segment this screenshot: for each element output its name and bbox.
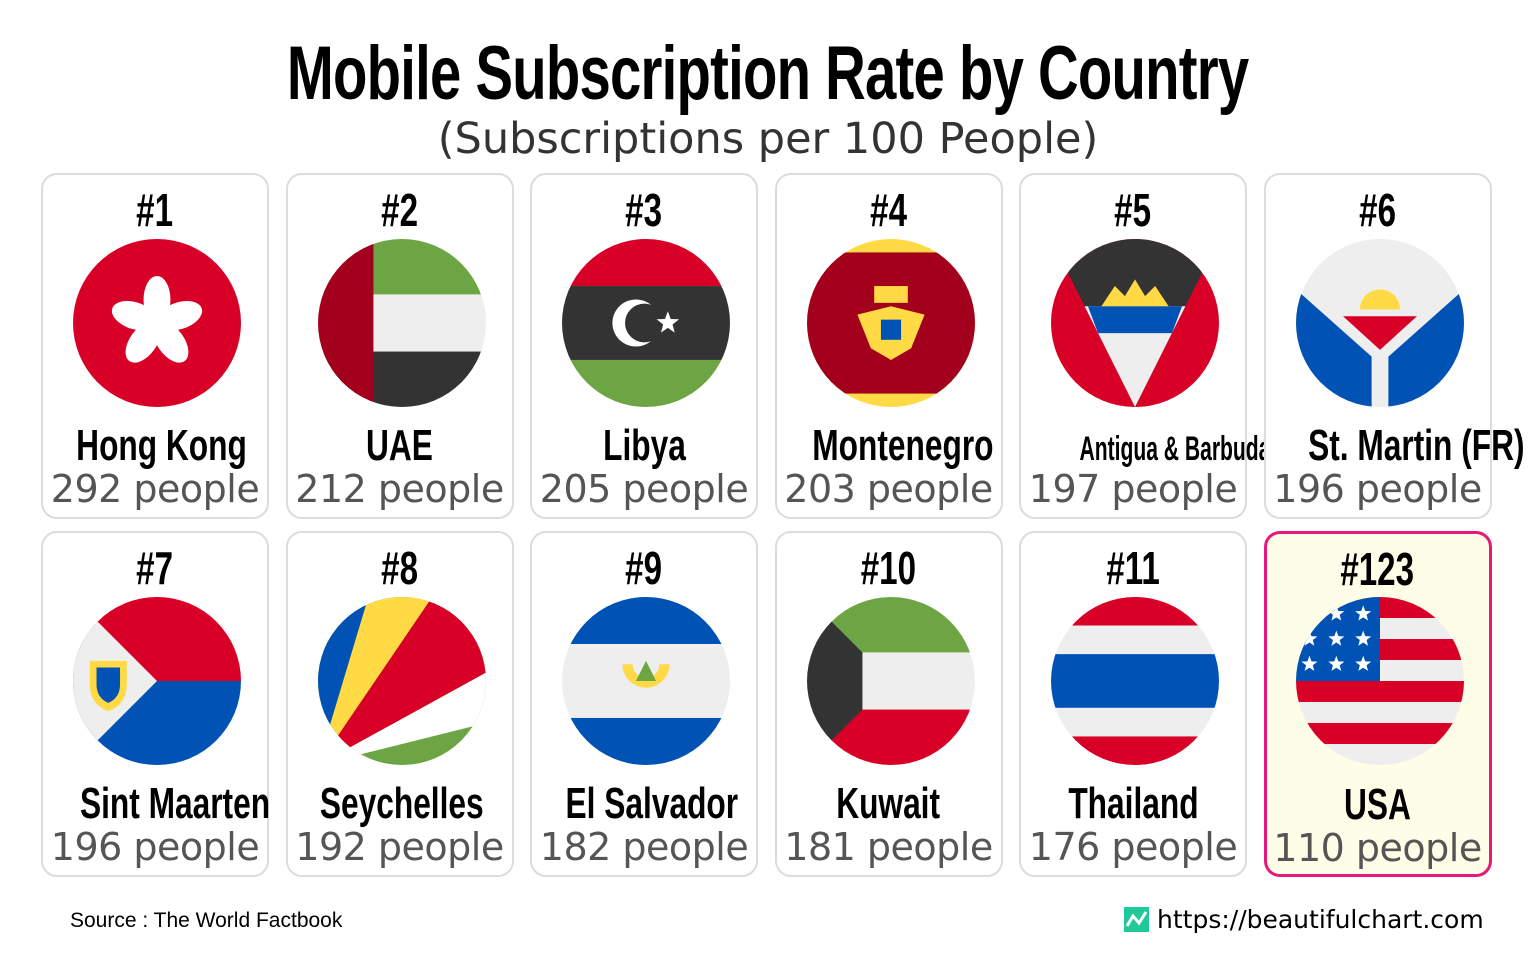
value-label: 182 people xyxy=(539,825,749,869)
value-label: 203 people xyxy=(784,467,993,511)
country-card: #10 Kuwait 181 people xyxy=(774,531,1003,877)
country-name: USA xyxy=(1344,780,1411,829)
rank-label: #8 xyxy=(381,542,418,594)
country-name: St. Martin (FR) xyxy=(1307,421,1525,470)
country-name: Seychelles xyxy=(319,779,484,828)
rank-label: #11 xyxy=(1106,542,1160,594)
uae-flag-icon xyxy=(317,239,486,407)
sint-maarten-flag-icon xyxy=(73,597,241,765)
country-name: Libya xyxy=(602,421,686,470)
rank-label: #123 xyxy=(1340,543,1415,595)
country-card: #7 Sint Maarten 196 people xyxy=(41,531,271,877)
kuwait-flag-icon xyxy=(806,597,975,765)
country-card: #2 UAE 212 people xyxy=(285,173,514,519)
rank-label: #1 xyxy=(136,184,174,236)
page-subtitle: (Subscriptions per 100 People) xyxy=(437,114,1099,164)
el-salvador-flag-icon xyxy=(562,597,730,765)
hong-kong-flag-icon xyxy=(73,239,241,407)
source-note: Source : The World Factbook xyxy=(70,909,343,932)
country-card: #11 Thailand 176 people xyxy=(1019,531,1247,877)
thailand-flag-icon xyxy=(1051,597,1219,765)
rank-label: #3 xyxy=(625,184,663,236)
country-card: #3 Libya 205 people xyxy=(530,173,758,519)
value-label: 212 people xyxy=(295,467,504,511)
country-card: #9 El Salvador 182 people xyxy=(530,531,758,877)
rank-label: #6 xyxy=(1359,184,1396,236)
country-name: UAE xyxy=(366,421,433,470)
rank-label: #7 xyxy=(136,542,174,594)
page-title: Mobile Subscription Rate by Country xyxy=(287,31,1249,116)
usa-flag-icon xyxy=(1295,597,1464,765)
country-name: El Salvador xyxy=(565,779,739,828)
rank-label: #4 xyxy=(870,184,907,236)
country-card: #5 Antigua & Barbuda 197 people xyxy=(1019,173,1271,519)
seychelles-flag-icon xyxy=(317,597,486,765)
country-name: Sint Maarten xyxy=(79,779,271,828)
rank-label: #9 xyxy=(625,542,663,594)
value-label: 292 people xyxy=(50,467,260,511)
value-label: 181 people xyxy=(784,825,993,869)
montenegro-flag-icon xyxy=(806,239,975,407)
libya-flag-icon xyxy=(562,239,730,407)
country-name: Kuwait xyxy=(836,779,941,828)
value-label: 176 people xyxy=(1028,825,1238,869)
st-martin-flag-icon xyxy=(1295,239,1464,407)
line-chart-icon xyxy=(1124,907,1149,932)
country-card: #123 USA 110 people xyxy=(1263,531,1492,877)
country-name: Hong Kong xyxy=(76,421,247,470)
country-card: #8 Seychelles 192 people xyxy=(285,531,514,877)
value-label: 205 people xyxy=(539,467,749,511)
rank-label: #10 xyxy=(860,542,917,594)
value-label: 196 people xyxy=(1273,467,1482,511)
country-card: #4 Montenegro 203 people xyxy=(774,173,1003,519)
value-label: 110 people xyxy=(1273,826,1482,870)
site-link[interactable]: https://beautifulchart.com xyxy=(1124,905,1484,934)
antigua-flag-icon xyxy=(1051,239,1219,407)
rank-label: #5 xyxy=(1114,184,1152,236)
value-label: 196 people xyxy=(50,825,260,869)
country-name: Thailand xyxy=(1067,779,1199,828)
country-card: #6 St. Martin (FR) 196 people xyxy=(1263,173,1525,519)
country-name: Antigua & Barbuda xyxy=(1079,430,1271,468)
value-label: 197 people xyxy=(1028,467,1238,511)
rank-label: #2 xyxy=(381,184,418,236)
country-card: #1 Hong Kong 292 people xyxy=(41,173,269,519)
country-name: Montenegro xyxy=(811,421,994,470)
value-label: 192 people xyxy=(295,825,504,869)
